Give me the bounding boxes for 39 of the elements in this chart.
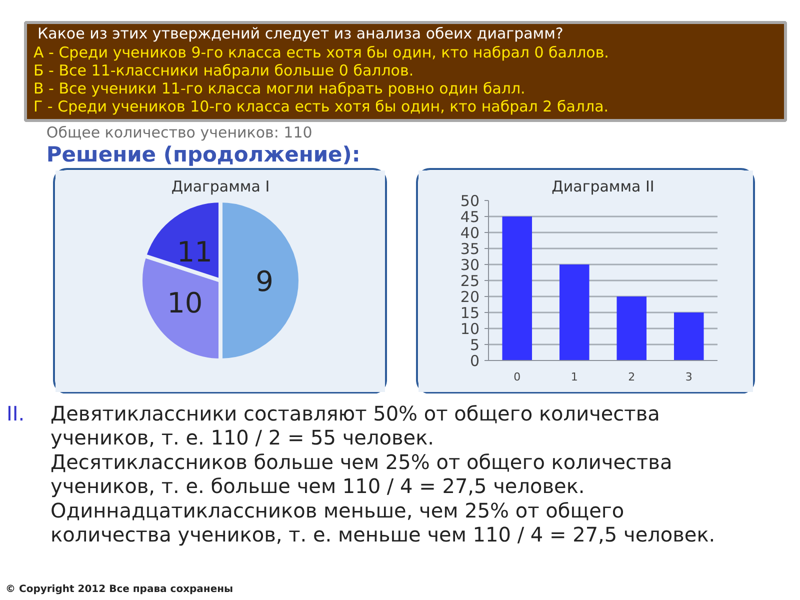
text: II. [6, 402, 25, 426]
y-tick-label: 30 [460, 256, 480, 274]
slice-label: 9 [256, 265, 274, 298]
text: Общее количество учеников: 110 [46, 124, 312, 142]
text: Б - Все 11-классники набрали больше 0 баллов. [34, 62, 414, 80]
text: В - Все ученики 11-го класса могли набрать ровно один балл. [34, 80, 526, 98]
text: Девятиклассники составляют 50% от общего количества [50, 402, 660, 426]
text: Г - Среди учеников 10-го класса есть хотя бы один, кто набрал 2 балла. [34, 98, 609, 116]
text: учеников, т. е. 110 / 2 = 55 человек. [50, 426, 434, 450]
bar [674, 312, 704, 360]
slice-label: 10 [167, 286, 203, 320]
text: Какое из этих утверждений следует из анализа обеих диаграмм? [38, 24, 564, 42]
y-tick-label: 5 [470, 336, 480, 354]
y-tick-label: 10 [460, 320, 480, 338]
text: А - Среди учеников 9-го класса есть хотя бы один, кто набрал 0 баллов. [34, 44, 609, 62]
chart-title: Диаграмма I [171, 178, 270, 196]
slice-label: 11 [176, 235, 212, 268]
text: учеников, т. е. больше чем 110 / 4 = 27,5 человек. [50, 474, 585, 498]
x-tick-label: 1 [570, 370, 578, 384]
x-tick-label: 3 [685, 370, 692, 384]
y-tick-label: 15 [460, 304, 480, 322]
y-tick-label: 45 [460, 208, 480, 226]
bar [559, 264, 590, 360]
x-tick-label: 0 [514, 370, 521, 384]
y-tick-label: 0 [470, 352, 480, 370]
text: © Copyright 2012 Все права сохранены [6, 584, 234, 595]
x-tick-label: 2 [628, 370, 636, 384]
bar [616, 296, 647, 360]
text: количества учеников, т. е. меньше чем 110 / 4 = 27,5 человек. [50, 522, 716, 546]
y-tick-label: 50 [460, 192, 480, 210]
text: Десятиклассников больше чем 25% от общего количества [50, 450, 672, 474]
y-tick-label: 20 [460, 288, 480, 306]
y-tick-label: 25 [460, 272, 480, 290]
y-tick-label: 35 [460, 240, 480, 258]
y-tick-label: 40 [460, 224, 480, 242]
bar [502, 216, 532, 360]
chart-title: Диаграмма II [552, 178, 654, 196]
text: Одиннадцатиклассников меньше, чем 25% от общего [50, 498, 624, 522]
text: Решение (продолжение): [46, 142, 360, 166]
